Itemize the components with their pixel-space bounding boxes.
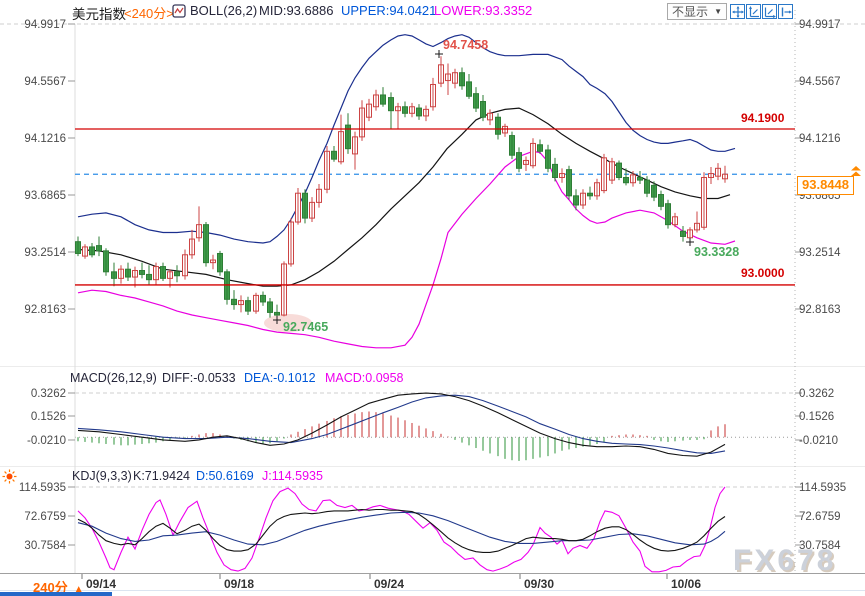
axis-label-right: 30.7584 — [799, 540, 841, 552]
series-line — [77, 394, 726, 454]
macd-dea-value: DEA:-0.1012 — [244, 371, 316, 385]
last-price-arrow-icon — [849, 164, 863, 182]
axis-label-left: 94.9917 — [24, 19, 66, 31]
macd-diff-value: DIFF:-0.0533 — [162, 371, 236, 385]
boll-mid-value: MID:93.6886 — [259, 3, 334, 18]
fit-horizontal-button[interactable] — [762, 4, 777, 19]
series-line — [77, 486, 726, 573]
axis-label-left: 94.1216 — [24, 133, 66, 145]
date-label: 09/24 — [374, 577, 404, 591]
display-toggle-label: 不显示 — [672, 5, 709, 19]
kdj-label: KDJ(9,3,3) — [72, 469, 132, 483]
date-label: 09/18 — [224, 577, 254, 591]
axis-label-right: 72.6759 — [799, 511, 841, 523]
date-label: 09/14 — [86, 577, 116, 591]
boll-label: BOLL(26,2) — [190, 3, 258, 18]
axis-label-right: -0.0210 — [799, 435, 838, 447]
symbol-name: 美元指数 — [72, 7, 126, 22]
boll-lower-value: LOWER:93.3352 — [434, 3, 533, 18]
axis-label-right: 94.9917 — [799, 19, 841, 31]
series-line — [77, 107, 731, 287]
axis-label-left: 92.8163 — [24, 304, 66, 316]
fit-vertical-button[interactable] — [746, 4, 761, 19]
support-line-label: 93.0000 — [741, 266, 785, 280]
axis-label-left: 93.6865 — [24, 190, 66, 202]
watermark: FX678 — [733, 544, 837, 577]
axis-label-left: -0.0210 — [27, 435, 66, 447]
axis-label-right: 0.1526 — [799, 411, 834, 423]
series-line — [77, 34, 736, 244]
kdj-k-value: K:71.9424 — [133, 469, 190, 483]
kdj-d-value: D:50.6169 — [196, 469, 254, 483]
boll-upper-value: UPPER:94.0421 — [341, 3, 437, 18]
period-active-bar — [0, 592, 112, 596]
macd-value: MACD:0.0958 — [325, 371, 404, 385]
resistance-line-label: 94.1900 — [741, 111, 785, 125]
series-line — [77, 508, 726, 553]
period-selector[interactable]: 240分 ▲ — [33, 577, 84, 596]
axis-label-left: 114.5935 — [19, 482, 66, 494]
caret-down-icon: ▼ — [714, 7, 722, 16]
axis-label-left: 72.6759 — [24, 511, 66, 523]
axis-label-left: 93.2514 — [24, 247, 66, 259]
period-tag: <240分> — [124, 6, 174, 21]
recent-low-label: 93.3328 — [694, 245, 740, 259]
axis-label-right: 94.5567 — [799, 76, 841, 88]
axis-label-left: 94.5567 — [24, 76, 66, 88]
indicator-settings-icon[interactable] — [2, 469, 17, 489]
swing-low-label: 92.7465 — [283, 320, 329, 334]
axis-label-right: 93.2514 — [799, 247, 841, 259]
period-label: 240分 — [33, 580, 68, 595]
axis-label-left: 0.3262 — [31, 388, 66, 400]
date-label: 09/30 — [524, 577, 554, 591]
fit-vertical-icon — [748, 5, 759, 17]
indicator-chart-icon — [172, 4, 186, 23]
axis-label-left: 30.7584 — [24, 540, 66, 552]
date-label: 10/06 — [671, 577, 701, 591]
axis-label-right: 92.8163 — [799, 304, 841, 316]
shift-right-icon — [781, 7, 792, 16]
shift-right-button[interactable] — [778, 4, 793, 19]
axis-label-right: 94.1216 — [799, 133, 841, 145]
fit-horizontal-icon — [764, 7, 776, 18]
axis-label-left: 0.1526 — [31, 411, 66, 423]
display-toggle-dropdown[interactable]: 不显示 ▼ — [667, 3, 727, 20]
candles-layer — [75, 64, 728, 316]
series-line — [77, 392, 726, 457]
pan-icon — [731, 5, 744, 18]
kdj-j-value: J:114.5935 — [262, 469, 323, 483]
period-arrow-icon: ▲ — [73, 584, 84, 595]
axis-label-right: 0.3262 — [799, 388, 834, 400]
series-line — [77, 511, 726, 546]
peak-price-label: 94.7458 — [443, 38, 489, 52]
pan-button[interactable] — [730, 4, 745, 19]
macd-label: MACD(26,12,9) — [70, 371, 157, 385]
last-price-badge: 93.8448 — [797, 176, 854, 195]
series-line — [77, 150, 736, 349]
axis-label-right: 114.5935 — [799, 482, 846, 494]
low-highlight-ellipse — [264, 314, 312, 332]
